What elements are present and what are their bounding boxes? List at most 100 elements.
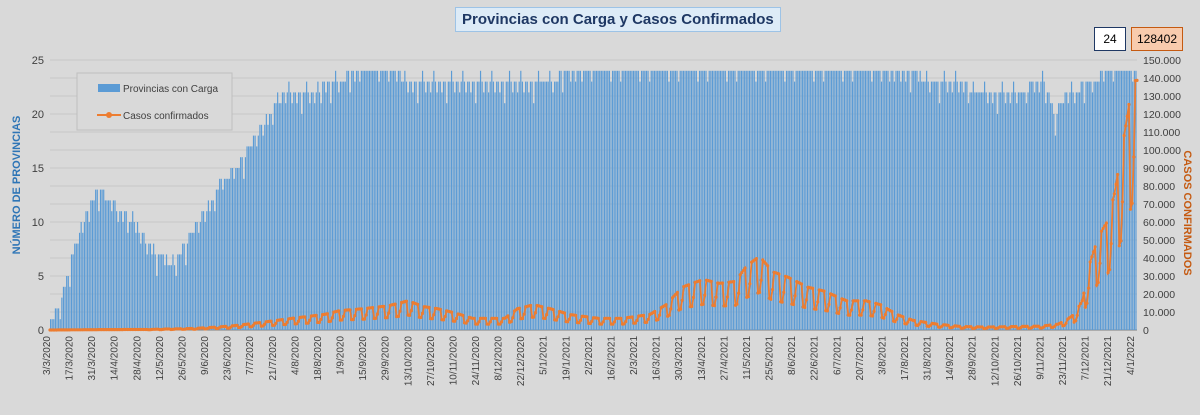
- right-tick-label: 60.000: [1143, 217, 1175, 229]
- province-bar: [814, 70, 817, 331]
- province-bar: [61, 297, 63, 330]
- province-bar: [781, 70, 783, 331]
- cases-point: [551, 308, 555, 312]
- province-bar: [671, 70, 673, 331]
- province-bar: [557, 81, 559, 330]
- province-bar: [773, 70, 775, 331]
- province-bar: [515, 81, 517, 330]
- province-bar: [845, 70, 847, 331]
- cases-point: [453, 319, 457, 323]
- legend-bar-swatch: [98, 84, 120, 92]
- province-bar: [352, 70, 354, 331]
- province-bar: [689, 70, 691, 331]
- province-bar: [508, 70, 511, 331]
- province-bar: [405, 81, 408, 330]
- cases-point: [483, 316, 487, 320]
- province-bar: [145, 243, 147, 330]
- province-bar: [789, 70, 791, 331]
- cases-point: [780, 300, 784, 304]
- province-bar: [739, 70, 741, 331]
- province-bar: [993, 92, 995, 331]
- province-bar: [1088, 81, 1090, 330]
- province-bar: [425, 92, 427, 331]
- province-bar: [335, 70, 337, 331]
- province-bar: [450, 70, 453, 331]
- province-bar: [93, 200, 95, 330]
- province-bar: [668, 81, 670, 330]
- province-bar: [265, 114, 267, 330]
- cases-point: [738, 273, 742, 277]
- province-bar: [462, 70, 464, 331]
- province-bar: [721, 70, 723, 331]
- province-bar: [851, 81, 854, 330]
- cases-point: [1074, 319, 1078, 323]
- province-bar: [831, 70, 833, 331]
- province-bar: [322, 81, 324, 330]
- province-bar: [914, 70, 916, 331]
- x-tick-label: 4/1/2022: [1126, 336, 1137, 375]
- province-bar: [866, 70, 868, 331]
- province-bar: [275, 103, 277, 330]
- cases-point: [251, 323, 255, 327]
- province-bar: [446, 103, 448, 330]
- cases-point: [759, 278, 763, 282]
- province-bar: [373, 70, 375, 331]
- province-bar: [164, 265, 166, 330]
- cases-point: [725, 295, 730, 299]
- cases-point: [498, 322, 502, 326]
- province-bar: [1109, 70, 1111, 331]
- right-tick-label: 10.000: [1143, 307, 1175, 319]
- province-bar: [1119, 70, 1121, 331]
- province-bar: [818, 70, 820, 331]
- cases-point: [364, 313, 368, 317]
- cases-point: [359, 307, 363, 311]
- province-bar: [544, 81, 546, 330]
- province-bar: [988, 92, 991, 331]
- x-tick-label: 31/8/2021: [923, 336, 934, 381]
- province-bar: [892, 70, 894, 331]
- province-bar: [574, 81, 577, 330]
- province-bar: [776, 70, 778, 331]
- province-bar: [449, 81, 451, 330]
- x-tick-label: 9/6/2020: [200, 336, 211, 375]
- province-bar: [260, 124, 263, 330]
- province-bar: [1127, 70, 1129, 331]
- province-bar: [346, 70, 348, 331]
- province-bar: [744, 70, 746, 331]
- province-bar: [470, 92, 472, 331]
- province-bar: [494, 92, 496, 331]
- province-bar: [241, 157, 243, 330]
- province-bar: [665, 70, 667, 331]
- province-bar: [979, 92, 981, 331]
- province-bar: [339, 81, 342, 330]
- province-bar: [1091, 92, 1094, 331]
- x-tick-label: 31/3/2020: [87, 336, 98, 381]
- province-bar: [874, 70, 876, 331]
- province-bar: [554, 81, 556, 330]
- province-bar: [972, 81, 974, 330]
- cases-point: [258, 321, 262, 325]
- province-bar: [628, 70, 630, 331]
- province-bar: [186, 243, 189, 330]
- cases-point: [529, 303, 533, 308]
- province-bar: [777, 70, 780, 331]
- province-bar: [876, 70, 878, 331]
- province-bar: [304, 92, 306, 331]
- x-tick-label: 26/10/2021: [1013, 336, 1024, 386]
- province-bar: [934, 81, 936, 330]
- province-bar: [78, 232, 81, 330]
- province-bar: [1125, 70, 1127, 331]
- cases-point: [545, 313, 549, 317]
- province-bar: [682, 70, 685, 331]
- province-bar: [623, 70, 625, 331]
- cases-point: [645, 320, 649, 324]
- province-bar: [444, 81, 446, 330]
- province-bar: [471, 81, 474, 330]
- province-bar: [359, 81, 361, 330]
- province-bar: [185, 265, 187, 330]
- province-bar: [529, 81, 532, 330]
- province-bar: [190, 232, 192, 330]
- province-bar: [132, 211, 134, 330]
- province-bar: [80, 222, 82, 330]
- province-bar: [95, 189, 97, 330]
